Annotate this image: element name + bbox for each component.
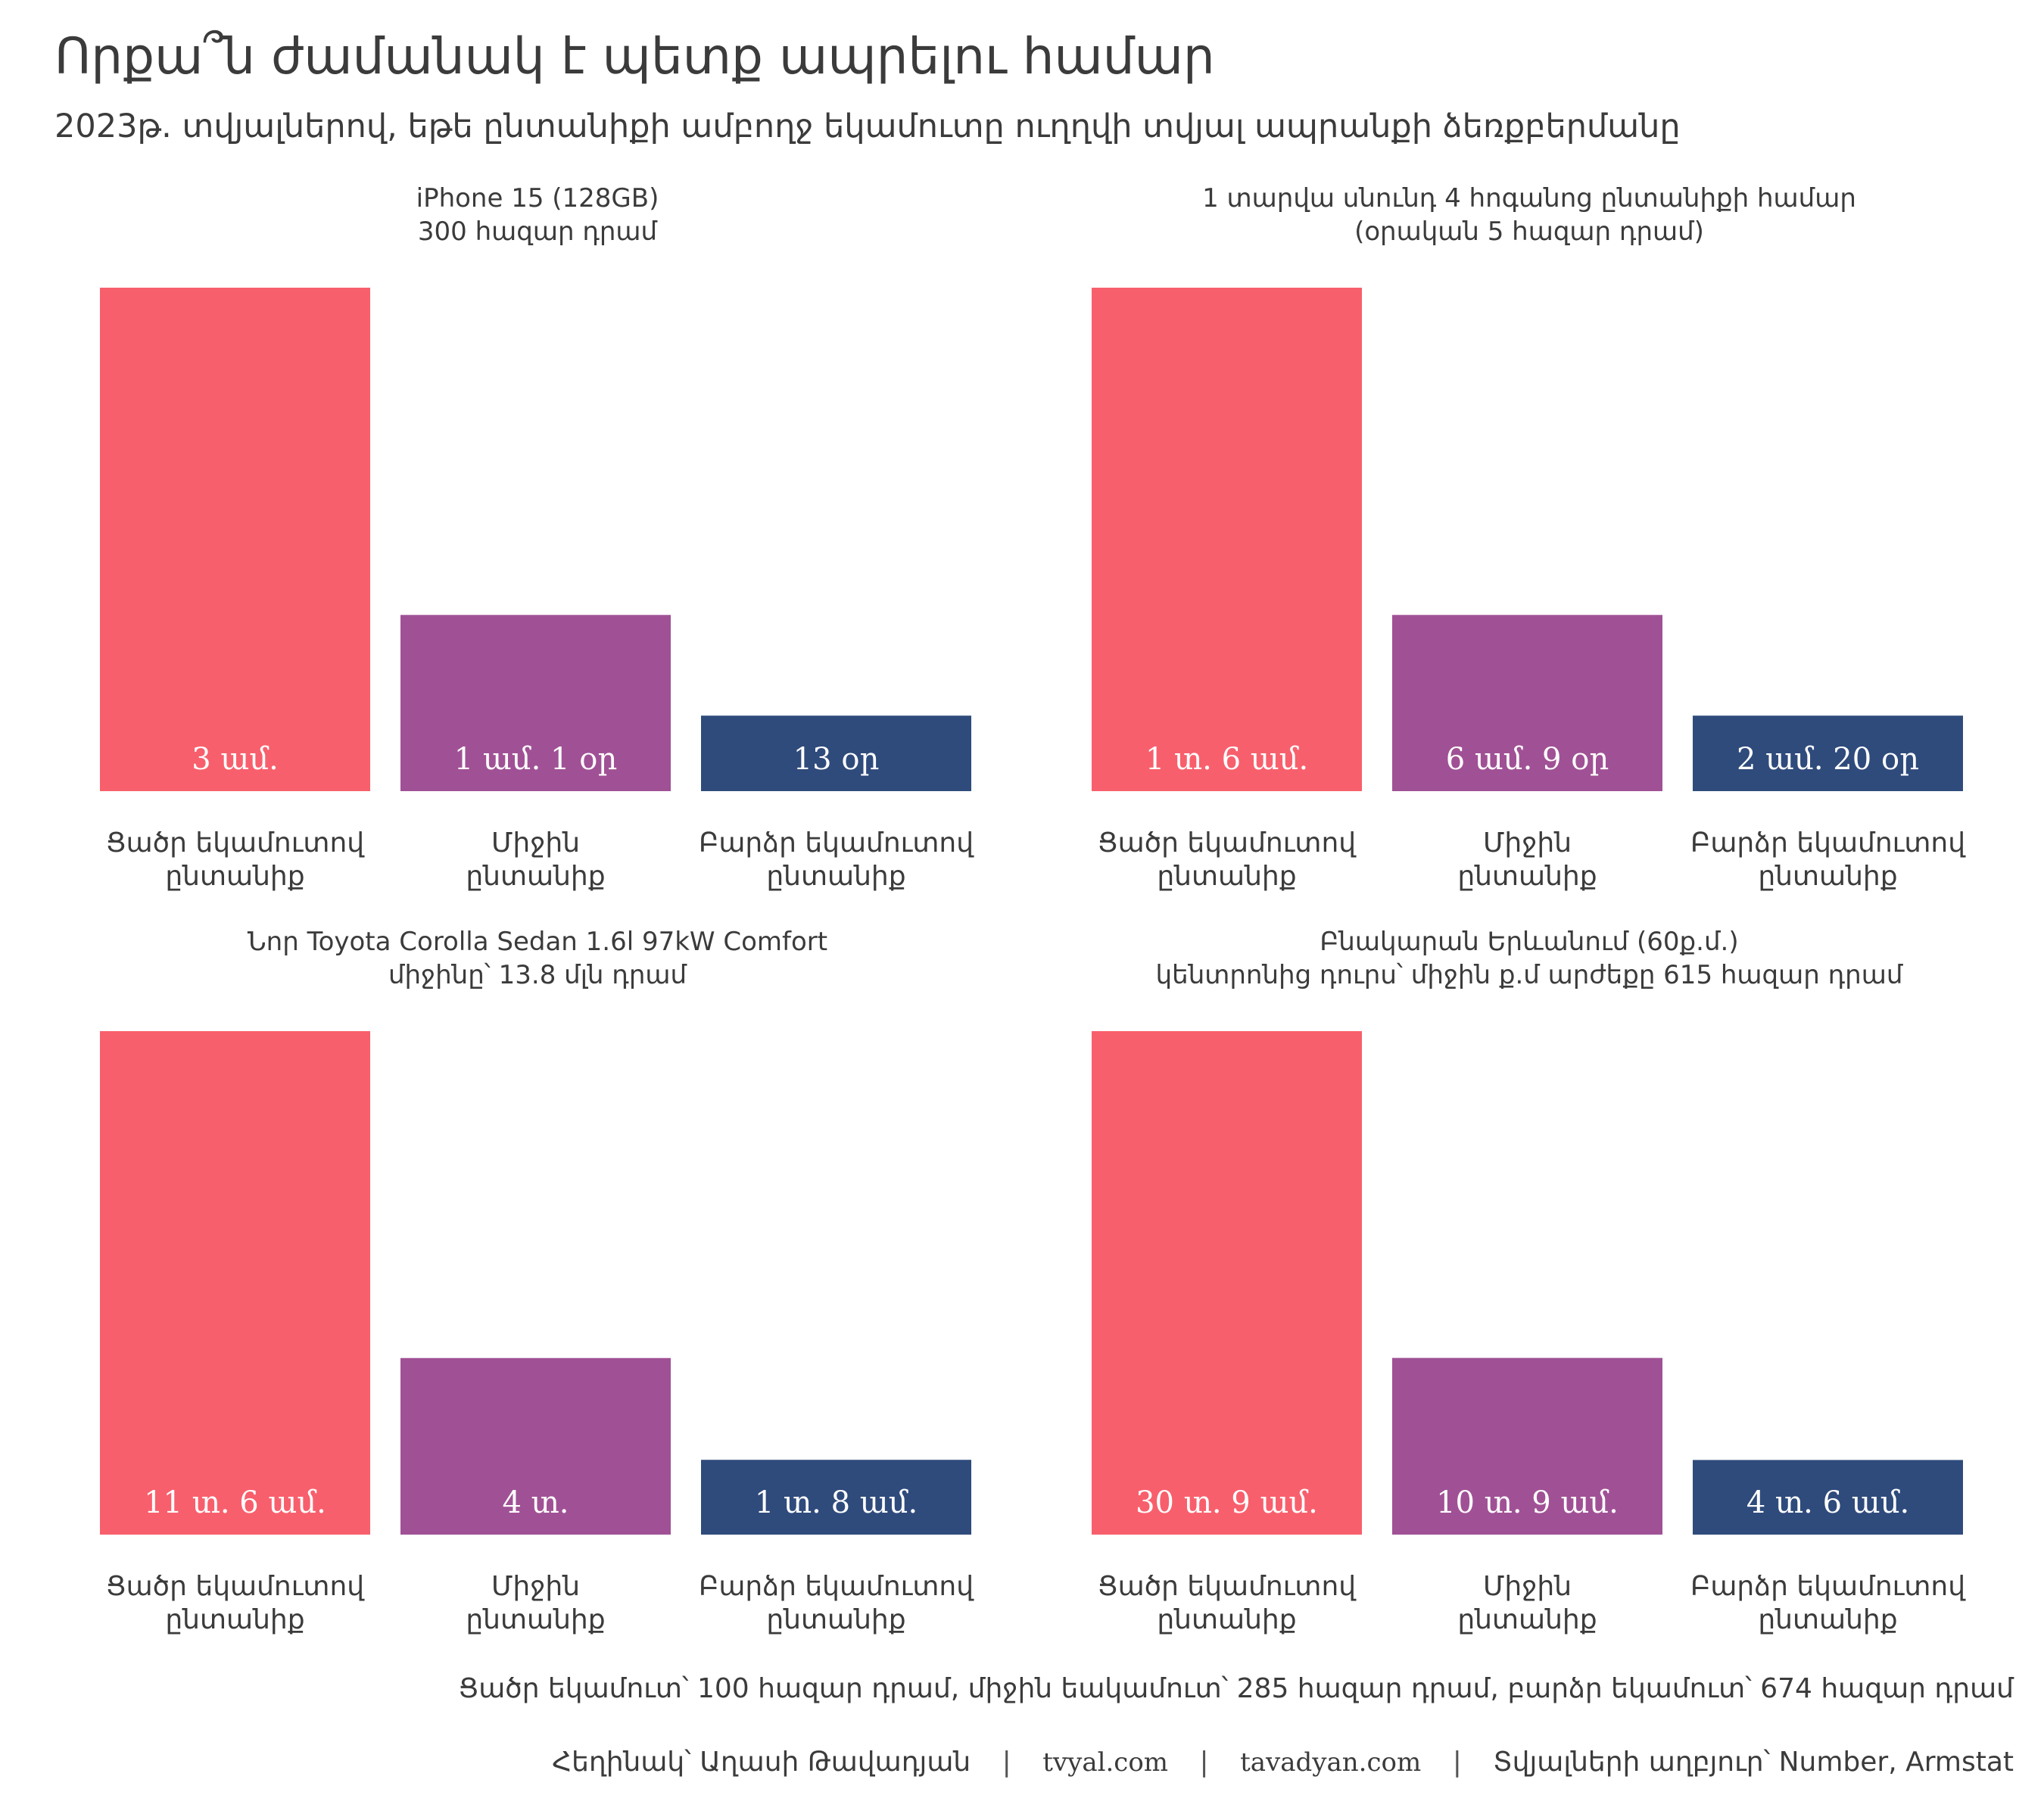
category-label: ընտանիք: [1758, 861, 1897, 892]
panel-title-line-1: Նոր Toyota Corolla Sedan 1.6l 97kW Comfo…: [247, 927, 828, 957]
category-label: ընտանիք: [1157, 1604, 1296, 1635]
site-link-tavadyan[interactable]: tavadyan.com: [1240, 1747, 1422, 1778]
bar-low-income: [1092, 1031, 1362, 1535]
data-label: 2 ամ. 20 օր: [1737, 742, 1919, 777]
data-label: 1 տ. 6 ամ.: [1145, 742, 1308, 777]
panel-title-line-1: Բնակարան Երևանում (60ք.մ.): [1320, 927, 1739, 957]
category-label: ընտանիք: [766, 1604, 905, 1635]
category-label: Միջին: [1483, 827, 1572, 859]
chart-subtitle: 2023թ. տվյալներով, եթե ընտանիքի ամբողջ ե…: [55, 108, 1681, 145]
category-label: Ցածր եկամուտով: [1098, 1571, 1357, 1602]
bar-middle-income: [400, 1357, 671, 1535]
panel-title-line-2: (օրական 5 հազար դրամ): [1354, 217, 1704, 247]
bar-middle-income: [1392, 1357, 1662, 1535]
data-label: 6 ամ. 9 օր: [1446, 742, 1609, 777]
panel-apartment: Բնակարան Երևանում (60ք.մ.) կենտրոնից դու…: [1075, 925, 1983, 1667]
data-label: 30 տ. 9 ամ.: [1136, 1485, 1318, 1520]
data-label: 4 տ.: [502, 1485, 569, 1520]
category-label: ընտանիք: [1157, 861, 1296, 892]
category-label: Միջին: [491, 827, 580, 859]
data-label: 3 ամ.: [192, 742, 279, 777]
category-label: ընտանիք: [1758, 1604, 1897, 1635]
panel-title-line-1: iPhone 15 (128GB): [416, 183, 659, 213]
bar-middle-income: [1392, 615, 1662, 791]
panel-title-line-2: միջինը՝ 13.8 մլն դրամ: [388, 960, 687, 990]
category-label: ընտանիք: [466, 861, 605, 892]
income-footnote: Ցածր եկամուտ՝ 100 հազար դրամ, միջին եակա…: [458, 1673, 2014, 1704]
credits: Հեղինակ՝ Աղասի Թավադյան | tvyal.com | ta…: [552, 1747, 2014, 1778]
chart-title: Որքա՞ն ժամանակ է պետք ապրելու համար: [55, 27, 1215, 86]
category-label: Բարձր եկամուտով: [699, 1571, 974, 1602]
data-label: 4 տ. 6 ամ.: [1746, 1485, 1909, 1520]
category-label: ընտանիք: [766, 861, 905, 892]
category-label: Ցածր եկամուտով: [106, 827, 365, 859]
data-label: 1 տ. 8 ամ.: [755, 1485, 918, 1520]
panel-car: Նոր Toyota Corolla Sedan 1.6l 97kW Comfo…: [83, 925, 992, 1667]
category-label: ընտանիք: [1457, 861, 1597, 892]
data-source-credit: Տվյալների աղբյուր՝ Number, Armstat: [1493, 1747, 2014, 1778]
category-label: ընտանիք: [1457, 1604, 1597, 1635]
bar-low-income: [1092, 288, 1362, 791]
category-label: ընտանիք: [466, 1604, 605, 1635]
bar-high-income: [1693, 1460, 1963, 1535]
category-label: Բարձր եկամուտով: [699, 827, 974, 859]
category-label: Միջին: [1483, 1571, 1572, 1602]
data-label: 1 ամ. 1 օր: [454, 742, 618, 777]
separator: |: [1452, 1747, 1462, 1778]
panel-title: Բնակարան Երևանում (60ք.մ.) կենտրոնից դու…: [1075, 925, 1983, 992]
category-label: ընտանիք: [165, 1604, 304, 1635]
panel-title: Նոր Toyota Corolla Sedan 1.6l 97kW Comfo…: [83, 925, 992, 992]
panel-title: iPhone 15 (128GB) 300 հազար դրամ: [83, 182, 992, 248]
data-label: 11 տ. 6 ամ.: [144, 1485, 326, 1520]
panel-food: 1 տարվա սնունդ 4 հոգանոց ընտանիքի համար …: [1075, 182, 1983, 924]
bar-low-income: [100, 288, 370, 791]
category-label: Բարձր եկամուտով: [1690, 827, 1966, 859]
site-link-tvyal[interactable]: tvyal.com: [1042, 1747, 1169, 1778]
panel-title-line-2: 300 հազար դրամ: [417, 217, 658, 247]
separator: |: [1002, 1747, 1011, 1778]
bar-high-income: [1693, 715, 1963, 791]
category-label: Ցածր եկամուտով: [106, 1571, 365, 1602]
bar-high-income: [701, 715, 971, 791]
panel-title: 1 տարվա սնունդ 4 հոգանոց ընտանիքի համար …: [1075, 182, 1983, 248]
separator: |: [1199, 1747, 1209, 1778]
category-label: Միջին: [491, 1571, 580, 1602]
panel-title-line-1: 1 տարվա սնունդ 4 հոգանոց ընտանիքի համար: [1202, 183, 1856, 213]
bar-low-income: [100, 1031, 370, 1535]
panel-iphone: iPhone 15 (128GB) 300 հազար դրամ 3 ամ. Ցա…: [83, 182, 992, 924]
panel-title-line-2: կենտրոնից դուրս՝ միջին ք.մ արժեքը 615 հա…: [1155, 960, 1903, 990]
category-label: ընտանիք: [165, 861, 304, 892]
bar-middle-income: [400, 615, 671, 791]
data-label: 13 օր: [793, 742, 880, 777]
data-label: 10 տ. 9 ամ.: [1436, 1485, 1619, 1520]
author-credit: Հեղինակ՝ Աղասի Թավադյան: [552, 1747, 971, 1778]
category-label: Ցածր եկամուտով: [1098, 827, 1357, 859]
category-label: Բարձր եկամուտով: [1690, 1571, 1966, 1602]
bar-high-income: [701, 1460, 971, 1535]
